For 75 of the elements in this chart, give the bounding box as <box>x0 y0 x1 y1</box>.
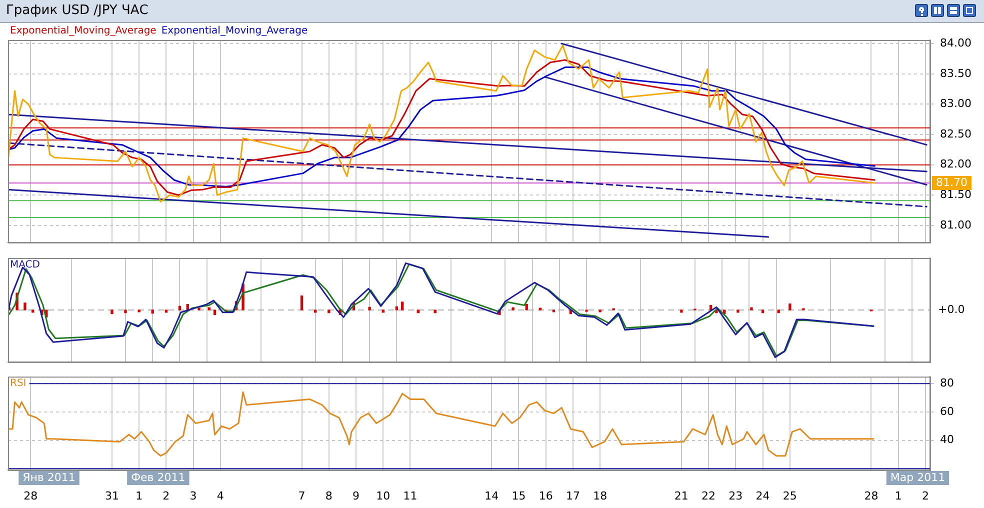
bar <box>328 310 330 314</box>
bar <box>178 306 182 310</box>
bar <box>512 307 514 310</box>
bar <box>151 310 154 314</box>
y-tick-label: 81.50 <box>940 188 972 201</box>
text: Янв 2011 <box>22 470 76 484</box>
bar <box>208 307 210 310</box>
bar <box>788 304 792 310</box>
bar <box>164 310 168 313</box>
text: Exponential_Moving_Average <box>10 26 156 37</box>
y-tick-label: 82.00 <box>940 158 972 171</box>
x-tick-label: 18 <box>593 489 608 502</box>
x-tick-label: 16 <box>538 489 553 502</box>
bar <box>24 302 26 310</box>
chart-title: RSI <box>10 378 26 390</box>
x-tick-label: 17 <box>566 489 580 502</box>
bar <box>736 310 740 313</box>
x-tick-label: 21 <box>674 489 688 502</box>
x-tick-label: 2 <box>922 489 929 502</box>
x-tick-label: 15 <box>512 489 526 502</box>
y-tick-label: 80 <box>940 376 954 390</box>
y-tick-label: 82.50 <box>940 127 972 140</box>
y-tick-label: 40 <box>940 433 954 446</box>
bar <box>525 304 528 310</box>
bar <box>213 310 216 316</box>
x-tick-label: 4 <box>216 489 224 502</box>
bar <box>32 310 34 313</box>
x-tick-label: 23 <box>728 489 743 502</box>
x-tick-label: 28 <box>24 489 38 502</box>
bar <box>110 310 114 314</box>
bar <box>750 307 753 310</box>
x-tick-label: 25 <box>782 489 797 502</box>
bar <box>198 308 200 310</box>
bar <box>538 308 542 310</box>
x-tick-label: 3 <box>190 489 197 502</box>
x-tick-label: 11 <box>403 489 418 502</box>
bar <box>138 310 140 312</box>
bar <box>382 310 384 313</box>
y-tick-label: 83.50 <box>940 66 972 80</box>
x-tick-label: 1 <box>894 489 902 502</box>
bar <box>401 302 404 310</box>
y-tick-label: 83.00 <box>940 97 972 110</box>
text: 81.70 <box>936 176 968 189</box>
bar <box>680 310 683 313</box>
bar <box>416 310 420 314</box>
bar <box>314 310 317 313</box>
x-tick-label: 7 <box>298 489 306 502</box>
y-tick-label: 60 <box>940 404 954 418</box>
ref-line-label: +0.0 <box>938 302 965 316</box>
chart-title: MACD <box>10 260 40 271</box>
y-tick-label: 84.00 <box>940 36 972 50</box>
x-tick-label: 31 <box>104 489 119 502</box>
x-tick-label: 28 <box>864 489 878 502</box>
bar <box>761 310 764 314</box>
bar <box>777 310 780 314</box>
x-tick-label: 9 <box>352 489 360 502</box>
y-tick-label: 81.00 <box>940 218 972 232</box>
bar <box>552 310 556 312</box>
x-tick-label: 24 <box>756 489 770 502</box>
x-tick-label: 22 <box>702 489 716 502</box>
bar <box>124 310 127 314</box>
bar <box>395 306 398 310</box>
x-tick-label: 14 <box>484 489 499 502</box>
text: Exponential_Moving_Average <box>161 26 308 37</box>
x-tick-label: 8 <box>325 489 332 502</box>
text: Фев 2011 <box>131 470 186 484</box>
x-tick-label: 2 <box>162 489 170 502</box>
bar <box>368 306 371 310</box>
bar <box>300 295 304 310</box>
x-tick-label: 1 <box>136 489 143 502</box>
text: Мар 2011 <box>890 470 946 484</box>
bar <box>598 310 602 312</box>
chart-title: График USD /JPY ЧАС <box>6 3 148 18</box>
x-tick-label: 10 <box>376 489 390 502</box>
bar <box>434 310 436 314</box>
